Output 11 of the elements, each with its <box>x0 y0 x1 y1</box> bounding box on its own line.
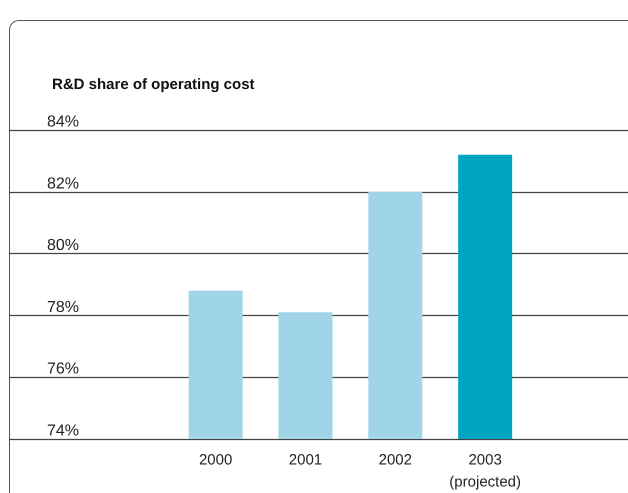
y-tick-label: 74% <box>47 422 80 440</box>
x-tick-label: 2001 <box>288 452 322 468</box>
x-tick-label: 2003 (projected) <box>449 452 522 490</box>
y-tick-label: 76% <box>47 360 80 378</box>
x-tick-label: 2002 <box>378 452 412 468</box>
x-tick-label: 2000 <box>198 452 232 468</box>
y-tick-label: 84% <box>47 114 80 130</box>
y-tick-label: 78% <box>47 298 80 316</box>
y-tick-label: 82% <box>47 175 80 192</box>
chart-title: R&D share of operating cost <box>52 76 255 93</box>
y-tick-label: 80% <box>47 237 80 254</box>
